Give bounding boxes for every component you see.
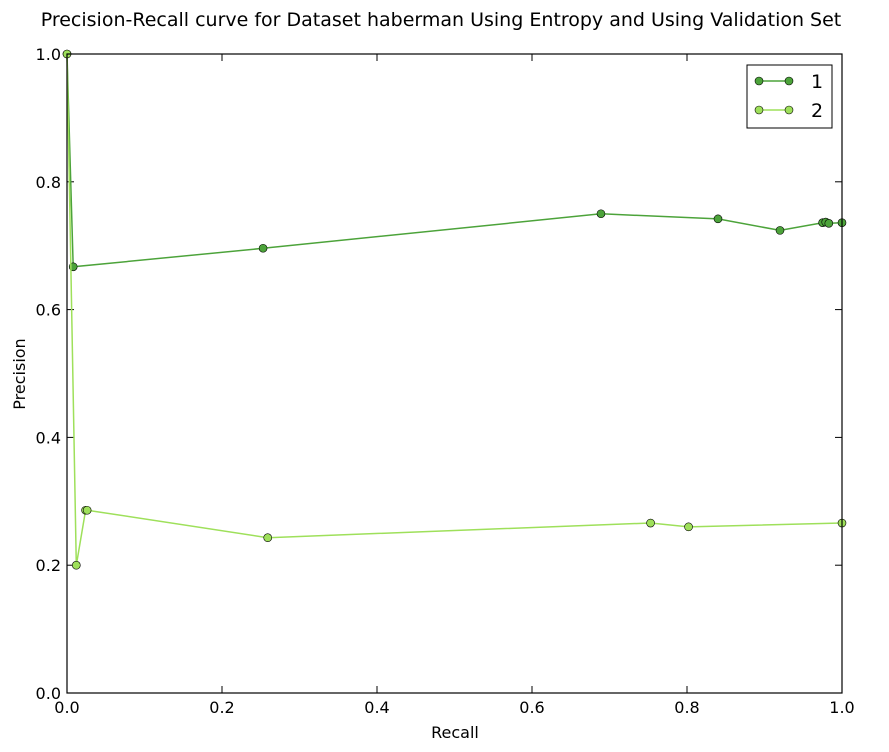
series-2-point	[82, 505, 92, 515]
series-2-point	[646, 518, 655, 528]
series-2-line	[66, 53, 843, 566]
series-1-point	[775, 226, 785, 235]
y-tick-label: 0.8	[36, 173, 61, 192]
x-tick-label: 0.6	[519, 698, 544, 717]
chart-title: Precision-Recall curve for Dataset haber…	[41, 9, 842, 31]
series-2-point	[684, 522, 693, 532]
legend: 12	[746, 64, 833, 129]
series-1-line	[66, 53, 843, 268]
series-1-point	[596, 209, 606, 219]
x-axis-label: Recall	[431, 723, 479, 742]
legend-marker-2	[754, 105, 764, 115]
series-2-point	[263, 533, 273, 543]
legend-box	[746, 64, 833, 129]
series-1-point	[824, 219, 834, 228]
y-tick-label: 0.6	[36, 301, 61, 320]
y-tick-label: 0.2	[36, 556, 61, 575]
x-tick-label: 0.8	[674, 698, 699, 717]
series-2-point	[72, 560, 81, 570]
legend-label-1: 1	[811, 71, 823, 93]
y-axis-label: Precision	[10, 338, 29, 409]
legend-label-2: 2	[811, 100, 823, 122]
x-tick-label: 1.0	[829, 698, 854, 717]
y-tick-label: 0.0	[36, 684, 61, 703]
x-tick-label: 0.2	[209, 698, 234, 717]
legend-marker-2	[784, 105, 794, 115]
x-tick-label: 0.4	[364, 698, 389, 717]
y-tick-label: 1.0	[36, 45, 61, 64]
plot-area: 0.0 0.2 0.4 0.6 0.8 1.0 0.0 0.2 0.4 0.6 0.8 1.0	[36, 45, 855, 717]
axes-frame	[66, 53, 843, 694]
x-tick-label: 0.0	[54, 698, 79, 717]
legend-marker-1	[784, 76, 794, 86]
series-1-point	[258, 243, 268, 253]
series-1-point	[713, 214, 723, 224]
y-tick-label: 0.4	[36, 428, 61, 447]
legend-marker-1	[754, 76, 764, 86]
